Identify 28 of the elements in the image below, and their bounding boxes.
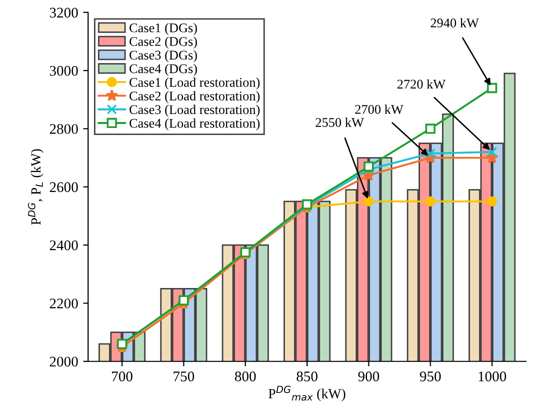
- annotation: 2940 kW: [430, 18, 479, 28]
- y-tick-label: 2400: [50, 240, 78, 250]
- x-tick-label: 850: [296, 372, 318, 382]
- x-tick-label: 700: [112, 372, 132, 382]
- x-tick-label: 1000: [478, 372, 506, 382]
- legend-label: Case3 (Load restoration): [130, 104, 260, 117]
- y-tick-label: 3000: [50, 66, 78, 76]
- y-tick-label: 2000: [50, 356, 78, 367]
- x-axis-title: P$^{DG}$$_{max}$ (kW): [268, 386, 346, 402]
- y-tick-label: 2600: [50, 182, 78, 192]
- annotation: 2550 kW: [316, 118, 364, 128]
- y-tick-label: 3200: [50, 8, 78, 18]
- legend-label: Case4 (DGs): [130, 64, 197, 76]
- y-tick-label: 2800: [50, 124, 78, 134]
- x-tick-label: 950: [420, 372, 441, 382]
- x-tick-label: 900: [358, 372, 380, 382]
- y-tick-label: 2200: [50, 298, 78, 308]
- legend-label: Case1 (DGs): [130, 23, 197, 35]
- x-tick-label: 800: [234, 372, 256, 382]
- legend-label: Case2 (Load restoration): [130, 91, 260, 104]
- annotation: 2720 kW: [397, 79, 446, 89]
- annotation: 2700 kW: [355, 104, 404, 114]
- legend-label: Case4 (Load restoration): [130, 118, 260, 130]
- x-tick-label: 750: [174, 372, 194, 382]
- legend-label: Case3 (DGs): [130, 50, 197, 62]
- y-axis-title: P$^{DG}$, P$_{L}$ (kW): [28, 149, 44, 225]
- legend-label: Case2 (DGs): [130, 36, 197, 49]
- legend-label: Case1 (Load restoration): [130, 78, 260, 90]
